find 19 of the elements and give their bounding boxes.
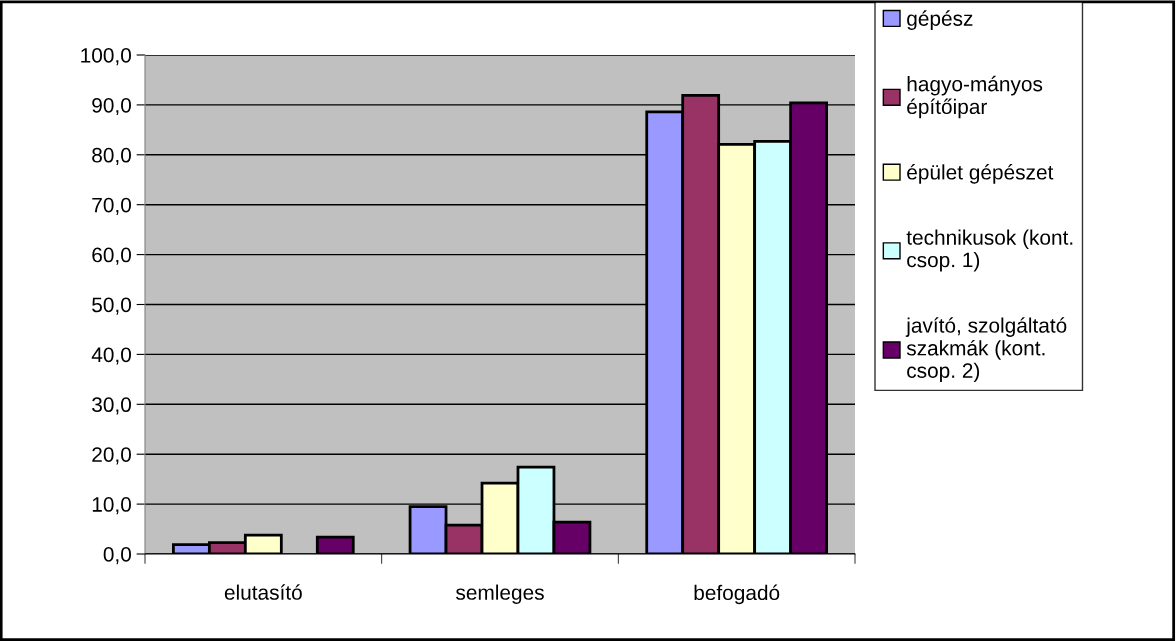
x-tick-label: elutasító xyxy=(224,584,302,600)
y-tick-label: 30,0 xyxy=(92,397,131,415)
y-tick-label: 20,0 xyxy=(92,447,131,465)
y-tick-label: 100,0 xyxy=(81,48,131,66)
y-tick-label: 80,0 xyxy=(92,147,131,166)
y-tick-label: 10,0 xyxy=(92,497,131,515)
x-tick-label: semleges xyxy=(456,584,544,604)
legend-label: hagyo-mányos építőipar xyxy=(907,75,1043,119)
legend-label: gépész xyxy=(907,10,973,30)
y-tick-label: 0,0 xyxy=(103,547,131,565)
y-tick-label: 70,0 xyxy=(92,197,131,215)
legend-label: technikusok (kont. csop. 1) xyxy=(906,229,1073,272)
legend-label: épület gépészet xyxy=(907,164,1054,184)
y-tick-label: 40,0 xyxy=(91,347,131,365)
y-tick-label: 60,0 xyxy=(92,247,131,265)
x-tick-label: befogadó xyxy=(694,584,780,605)
legend-label: javító, szolgáltató szakmák (kont. csop. 2) xyxy=(905,317,1067,383)
y-tick-label: 50,0 xyxy=(92,297,131,315)
y-tick-label: 90,0 xyxy=(92,97,131,116)
